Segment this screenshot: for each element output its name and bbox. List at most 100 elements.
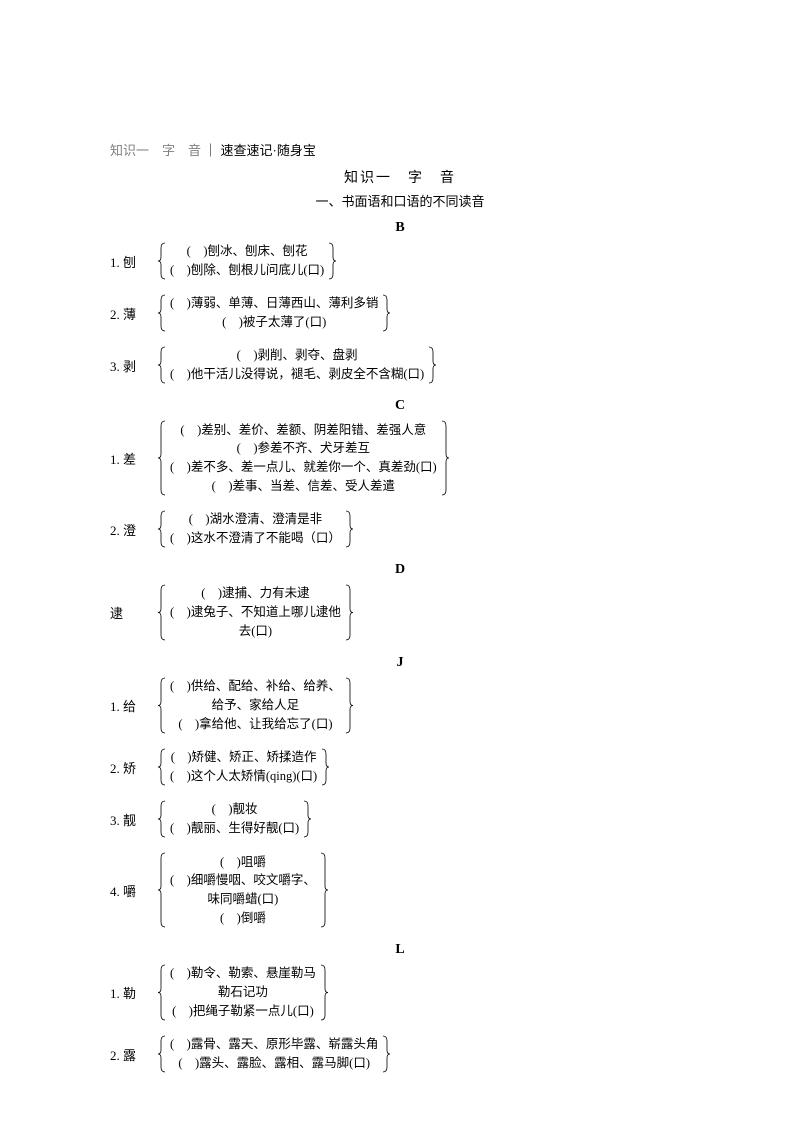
left-brace-icon (158, 1035, 166, 1073)
entry-lines: ( )逮捕、力有未逮( )逮兔子、不知道上哪儿逮他去(口) (166, 584, 345, 641)
entry-row: 3. 靓 ( )靓妆( )靓丽、生得好靓(口) (110, 800, 690, 838)
entry-row: 2. 矫( )矫健、矫正、矫揉造作( )这个人太矫情(qing)(口) (110, 748, 690, 786)
header-left: 知识一 字 音 (110, 143, 201, 158)
left-brace-icon (158, 852, 166, 928)
page-title: 知识一 字 音 (110, 167, 690, 187)
left-brace-icon (158, 800, 166, 838)
brace-group: ( )湖水澄清、澄清是非( )这水不澄清了不能喝（口） (158, 510, 353, 548)
brace-group: ( )刨冰、刨床、刨花( )刨除、刨根儿问底儿(口) (158, 242, 336, 280)
brace-group: ( )薄弱、单薄、日薄西山、薄利多销( )被子太薄了(口) (158, 294, 390, 332)
brace-group: ( )露骨、露天、原形毕露、崭露头角( )露头、露脸、露相、露马脚(口) (158, 1035, 390, 1073)
entry-line: 给予、家给人足 (166, 696, 345, 715)
entry-row: 逮 ( )逮捕、力有未逮( )逮兔子、不知道上哪儿逮他去(口) (110, 584, 690, 641)
entry-lines: ( )靓妆( )靓丽、生得好靓(口) (166, 800, 303, 838)
right-brace-icon (328, 242, 336, 280)
entry-row: 2. 露 ( )露骨、露天、原形毕露、崭露头角( )露头、露脸、露相、露马脚(口) (110, 1035, 690, 1073)
brace-group: ( )矫健、矫正、矫揉造作( )这个人太矫情(qing)(口) (158, 748, 329, 786)
page-subtitle: 一、书面语和口语的不同读音 (110, 191, 690, 210)
entry-line: ( )细嚼慢咽、咬文嚼字、 (166, 871, 320, 890)
header-divider: ｜ (204, 143, 217, 158)
entry-line: ( )露头、露脸、露相、露马脚(口) (166, 1054, 382, 1073)
entry-row: 1. 刨 ( )刨冰、刨床、刨花( )刨除、刨根儿问底儿(口) (110, 242, 690, 280)
section-letter: C (110, 398, 690, 414)
entry-lines: ( )差别、差价、差额、阴差阳错、差强人意( )参差不齐、犬牙差互( )差不多、… (166, 420, 441, 496)
entry-lines: ( )剥削、剥夺、盘剥( )他干活儿没得说，褪毛、剥皮全不含糊(口) (166, 346, 428, 384)
entry-line: ( )刨除、刨根儿问底儿(口) (166, 261, 328, 280)
entry-row: 1. 勒 ( )勒令、勒索、悬崖勒马勒石记功( )把绳子勒紧一点儿(口) (110, 964, 690, 1021)
entry-lines: ( )勒令、勒索、悬崖勒马勒石记功( )把绳子勒紧一点儿(口) (166, 964, 320, 1021)
sections-container: B 1. 刨 ( )刨冰、刨床、刨花( )刨除、刨根儿问底儿(口) 2. 薄 ( )薄弱… (110, 220, 690, 1073)
right-brace-icon (441, 420, 449, 496)
entry-number: 1. 差 (110, 449, 158, 468)
right-brace-icon (321, 748, 329, 786)
entry-row: 2. 薄 ( )薄弱、单薄、日薄西山、薄利多销( )被子太薄了(口) (110, 294, 690, 332)
entry-line: ( )这水不澄清了不能喝（口） (166, 529, 345, 548)
left-brace-icon (158, 748, 166, 786)
entry-lines: ( )刨冰、刨床、刨花( )刨除、刨根儿问底儿(口) (166, 242, 328, 280)
right-brace-icon (320, 964, 328, 1021)
entry-lines: ( )露骨、露天、原形毕露、崭露头角( )露头、露脸、露相、露马脚(口) (166, 1035, 382, 1073)
entry-line: ( )剥削、剥夺、盘剥 (166, 346, 428, 365)
entry-line: ( )露骨、露天、原形毕露、崭露头角 (166, 1035, 382, 1054)
brace-group: ( )靓妆( )靓丽、生得好靓(口) (158, 800, 311, 838)
right-brace-icon (382, 294, 390, 332)
entry-line: ( )他干活儿没得说，褪毛、剥皮全不含糊(口) (166, 365, 428, 384)
entry-line: ( )参差不齐、犬牙差互 (166, 439, 441, 458)
right-brace-icon (345, 510, 353, 548)
entry-lines: ( )咀嚼( )细嚼慢咽、咬文嚼字、味同嚼蜡(口)( )倒嚼 (166, 852, 320, 928)
entry-line: ( )差别、差价、差额、阴差阳错、差强人意 (166, 421, 441, 440)
entry-number: 逮 (110, 603, 158, 622)
section-letter: B (110, 220, 690, 236)
entry-line: 去(口) (166, 622, 345, 641)
section-letter: L (110, 942, 690, 958)
right-brace-icon (382, 1035, 390, 1073)
brace-group: ( )逮捕、力有未逮( )逮兔子、不知道上哪儿逮他去(口) (158, 584, 353, 641)
right-brace-icon (428, 346, 436, 384)
left-brace-icon (158, 584, 166, 641)
entry-line: ( )靓丽、生得好靓(口) (166, 819, 303, 838)
entry-line: ( )靓妆 (166, 800, 303, 819)
entry-number: 2. 露 (110, 1045, 158, 1064)
entry-row: 4. 嚼 ( )咀嚼( )细嚼慢咽、咬文嚼字、味同嚼蜡(口)( )倒嚼 (110, 852, 690, 928)
left-brace-icon (158, 294, 166, 332)
entry-line: ( )被子太薄了(口) (166, 313, 382, 332)
entry-line: ( )倒嚼 (166, 909, 320, 928)
entry-line: 味同嚼蜡(口) (166, 890, 320, 909)
entry-line: ( )刨冰、刨床、刨花 (166, 242, 328, 261)
entry-lines: ( )矫健、矫正、矫揉造作( )这个人太矫情(qing)(口) (166, 748, 321, 786)
entry-line: ( )勒令、勒索、悬崖勒马 (166, 964, 320, 983)
right-brace-icon (345, 677, 353, 734)
entry-line: ( )供给、配给、补给、给养、 (166, 677, 345, 696)
entry-row: 2. 澄( )湖水澄清、澄清是非( )这水不澄清了不能喝（口） (110, 510, 690, 548)
entry-number: 1. 给 (110, 696, 158, 715)
entry-line: ( )拿给他、让我给忘了(口) (166, 715, 345, 734)
brace-group: ( )勒令、勒索、悬崖勒马勒石记功( )把绳子勒紧一点儿(口) (158, 964, 328, 1021)
entry-number: 1. 刨 (110, 252, 158, 271)
entry-row: 1. 给 ( )供给、配给、补给、给养、给予、家给人足( )拿给他、让我给忘了(口… (110, 677, 690, 734)
brace-group: ( )差别、差价、差额、阴差阳错、差强人意( )参差不齐、犬牙差互( )差不多、… (158, 420, 449, 496)
entry-number: 3. 靓 (110, 810, 158, 829)
entry-line: ( )把绳子勒紧一点儿(口) (166, 1002, 320, 1021)
right-brace-icon (320, 852, 328, 928)
right-brace-icon (345, 584, 353, 641)
document-page: 知识一 字 音 ｜ 速查速记·随身宝 知识一 字 音 一、书面语和口语的不同读音… (0, 0, 800, 1127)
entry-number: 4. 嚼 (110, 881, 158, 900)
entry-line: ( )咀嚼 (166, 853, 320, 872)
entry-line: ( )湖水澄清、澄清是非 (166, 510, 345, 529)
left-brace-icon (158, 420, 166, 496)
entry-line: ( )薄弱、单薄、日薄西山、薄利多销 (166, 294, 382, 313)
entry-number: 1. 勒 (110, 983, 158, 1002)
entry-line: ( )逮捕、力有未逮 (166, 584, 345, 603)
entry-lines: ( )湖水澄清、澄清是非( )这水不澄清了不能喝（口） (166, 510, 345, 548)
entry-number: 2. 薄 (110, 304, 158, 323)
entry-row: 1. 差 ( )差别、差价、差额、阴差阳错、差强人意( )参差不齐、犬牙差互( )… (110, 420, 690, 496)
section-letter: D (110, 562, 690, 578)
entry-row: 3. 剥 ( )剥削、剥夺、盘剥( )他干活儿没得说，褪毛、剥皮全不含糊(口) (110, 346, 690, 384)
left-brace-icon (158, 510, 166, 548)
header-line: 知识一 字 音 ｜ 速查速记·随身宝 (110, 140, 690, 159)
left-brace-icon (158, 346, 166, 384)
entry-lines: ( )供给、配给、补给、给养、给予、家给人足( )拿给他、让我给忘了(口) (166, 677, 345, 734)
entry-line: 勒石记功 (166, 983, 320, 1002)
entry-number: 3. 剥 (110, 356, 158, 375)
entry-lines: ( )薄弱、单薄、日薄西山、薄利多销( )被子太薄了(口) (166, 294, 382, 332)
